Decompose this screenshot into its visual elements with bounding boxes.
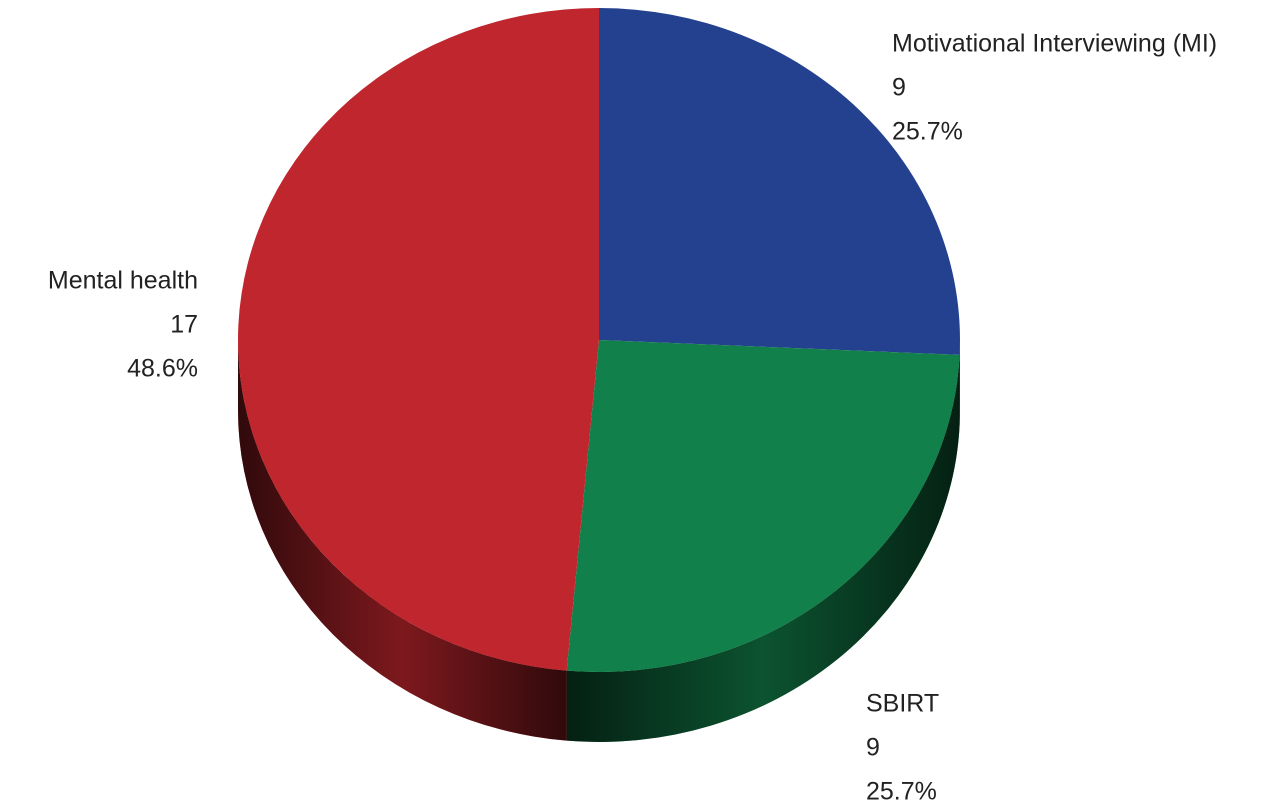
slice <box>238 8 600 671</box>
slice-value: 17 <box>170 311 198 339</box>
slice-label: SBIRT <box>866 690 939 718</box>
slice <box>599 8 960 355</box>
slice-percent: 48.6% <box>127 355 198 383</box>
slice-side-shade <box>566 354 960 743</box>
slice <box>566 340 960 672</box>
slice-percent: 25.7% <box>866 778 937 806</box>
slice-side-shade <box>238 340 567 741</box>
slice-label: Mental health <box>48 267 198 295</box>
slice-label: Motivational Interviewing (MI) <box>892 30 1217 58</box>
slice-percent: 25.7% <box>892 118 963 146</box>
slice-value: 9 <box>892 74 906 102</box>
slice-value: 9 <box>866 734 880 762</box>
